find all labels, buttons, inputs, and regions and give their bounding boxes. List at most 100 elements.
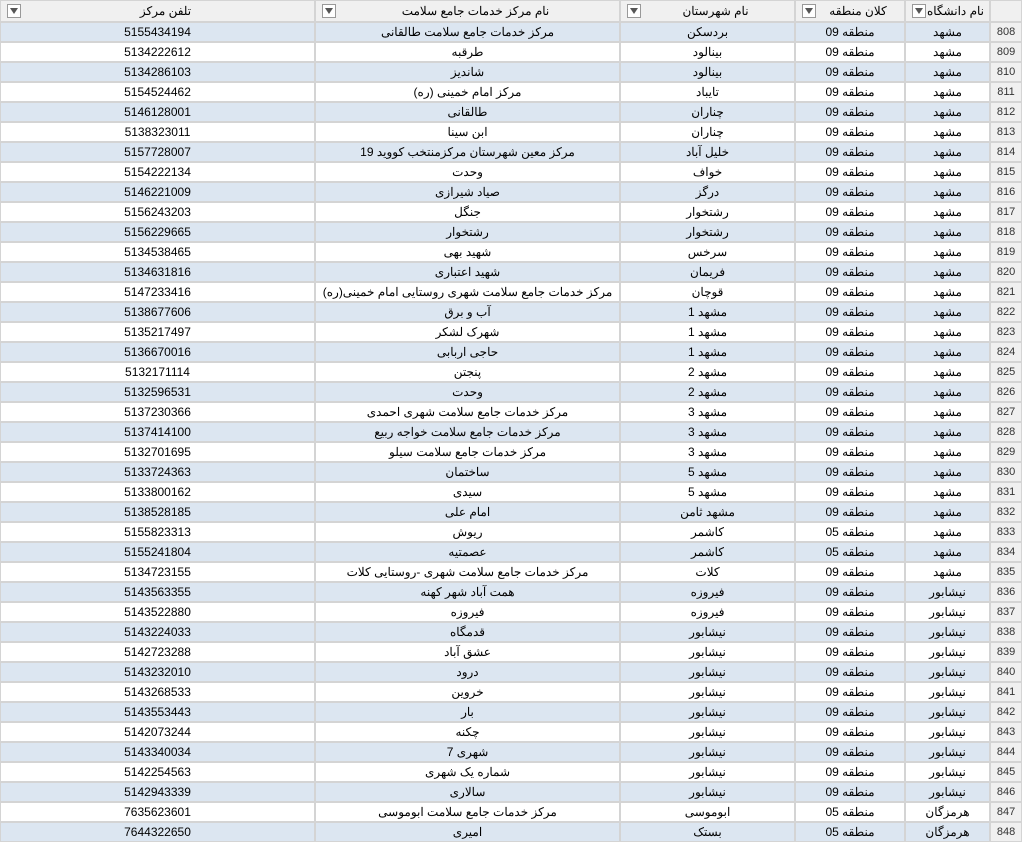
center-cell[interactable]: شهید اعتباری [315,262,620,282]
phone-cell[interactable]: 5143522880 [0,602,315,622]
center-cell[interactable]: سیدی [315,482,620,502]
city-cell[interactable]: رشتخوار [620,222,795,242]
region-cell[interactable]: منطقه 09 [795,582,905,602]
filter-dropdown-button[interactable] [912,4,926,18]
region-cell[interactable]: منطقه 09 [795,722,905,742]
row-number[interactable]: 819 [990,242,1022,262]
city-cell[interactable]: مشهد 1 [620,302,795,322]
city-cell[interactable]: مشهد 2 [620,362,795,382]
center-cell[interactable]: مرکز خدمات جامع سلامت شهری احمدی [315,402,620,422]
university-cell[interactable]: نیشابور [905,642,990,662]
center-cell[interactable]: ابن سینا [315,122,620,142]
university-cell[interactable]: نیشابور [905,702,990,722]
city-cell[interactable]: مشهد 3 [620,442,795,462]
row-number[interactable]: 846 [990,782,1022,802]
phone-cell[interactable]: 5157728007 [0,142,315,162]
university-cell[interactable]: نیشابور [905,722,990,742]
city-cell[interactable]: کاشمر [620,522,795,542]
university-cell[interactable]: مشهد [905,502,990,522]
region-cell[interactable]: منطقه 09 [795,322,905,342]
row-number[interactable]: 836 [990,582,1022,602]
region-cell[interactable]: منطقه 09 [795,282,905,302]
row-number[interactable]: 840 [990,662,1022,682]
region-cell[interactable]: منطقه 09 [795,462,905,482]
filter-dropdown-button[interactable] [627,4,641,18]
city-cell[interactable]: بردسکن [620,22,795,42]
phone-cell[interactable]: 5137414100 [0,422,315,442]
university-cell[interactable]: مشهد [905,122,990,142]
phone-cell[interactable]: 5142254563 [0,762,315,782]
region-cell[interactable]: منطقه 09 [795,202,905,222]
city-cell[interactable]: کاشمر [620,542,795,562]
row-number[interactable]: 821 [990,282,1022,302]
university-cell[interactable]: مشهد [905,482,990,502]
center-cell[interactable]: امیری [315,822,620,842]
phone-cell[interactable]: 5133800162 [0,482,315,502]
center-cell[interactable]: وحدت [315,382,620,402]
row-number[interactable]: 830 [990,462,1022,482]
university-cell[interactable]: مشهد [905,422,990,442]
center-cell[interactable]: چکنه [315,722,620,742]
row-number[interactable]: 811 [990,82,1022,102]
university-cell[interactable]: مشهد [905,262,990,282]
city-cell[interactable]: فریمان [620,262,795,282]
row-number[interactable]: 842 [990,702,1022,722]
center-cell[interactable]: ساختمان [315,462,620,482]
row-number[interactable]: 843 [990,722,1022,742]
university-cell[interactable]: مشهد [905,342,990,362]
university-cell[interactable]: مشهد [905,362,990,382]
phone-cell[interactable]: 5154222134 [0,162,315,182]
phone-cell[interactable]: 7635623601 [0,802,315,822]
row-number[interactable]: 828 [990,422,1022,442]
region-cell[interactable]: منطقه 09 [795,762,905,782]
region-cell[interactable]: منطقه 09 [795,662,905,682]
university-cell[interactable]: مشهد [905,182,990,202]
university-cell[interactable]: مشهد [905,42,990,62]
phone-cell[interactable]: 5143224033 [0,622,315,642]
region-cell[interactable]: منطقه 09 [795,562,905,582]
phone-cell[interactable]: 5135217497 [0,322,315,342]
city-cell[interactable]: ابوموسی [620,802,795,822]
city-cell[interactable]: قوچان [620,282,795,302]
phone-cell[interactable]: 5143563355 [0,582,315,602]
region-cell[interactable]: منطقه 09 [795,702,905,722]
city-cell[interactable]: نیشابور [620,762,795,782]
region-cell[interactable]: منطقه 09 [795,242,905,262]
phone-cell[interactable]: 5155823313 [0,522,315,542]
center-cell[interactable]: مرکز خدمات جامع سلامت ابوموسی [315,802,620,822]
city-cell[interactable]: تایباد [620,82,795,102]
city-cell[interactable]: نیشابور [620,622,795,642]
university-cell[interactable]: مشهد [905,22,990,42]
university-cell[interactable]: مشهد [905,62,990,82]
center-cell[interactable]: مرکز معین شهرستان مرکزمنتخب کووید 19 [315,142,620,162]
phone-cell[interactable]: 5132171114 [0,362,315,382]
university-cell[interactable]: مشهد [905,282,990,302]
region-cell[interactable]: منطقه 09 [795,222,905,242]
university-cell[interactable]: مشهد [905,402,990,422]
center-cell[interactable]: صیاد شیرازی [315,182,620,202]
center-cell[interactable]: مرکز خدمات جامع سلامت شهری -روستایی کلات [315,562,620,582]
row-number[interactable]: 814 [990,142,1022,162]
region-cell[interactable]: منطقه 09 [795,402,905,422]
region-cell[interactable]: منطقه 09 [795,22,905,42]
region-cell[interactable]: منطقه 09 [795,382,905,402]
city-cell[interactable]: خواف [620,162,795,182]
university-cell[interactable]: مشهد [905,462,990,482]
row-number[interactable]: 827 [990,402,1022,422]
row-number[interactable]: 810 [990,62,1022,82]
corner-cell[interactable] [990,0,1022,22]
phone-cell[interactable]: 5143340034 [0,742,315,762]
center-cell[interactable]: رشتخوار [315,222,620,242]
center-cell[interactable]: مرکز امام خمینی (ره) [315,82,620,102]
row-number[interactable]: 823 [990,322,1022,342]
phone-cell[interactable]: 5155434194 [0,22,315,42]
row-number[interactable]: 808 [990,22,1022,42]
filter-dropdown-button[interactable] [7,4,21,18]
university-cell[interactable]: مشهد [905,322,990,342]
center-cell[interactable]: مرکز خدمات جامع سلامت خواجه ربیع [315,422,620,442]
city-cell[interactable]: مشهد 5 [620,462,795,482]
city-cell[interactable]: بینالود [620,62,795,82]
center-cell[interactable]: شماره یک شهری [315,762,620,782]
phone-cell[interactable]: 5138528185 [0,502,315,522]
phone-cell[interactable]: 5138323011 [0,122,315,142]
